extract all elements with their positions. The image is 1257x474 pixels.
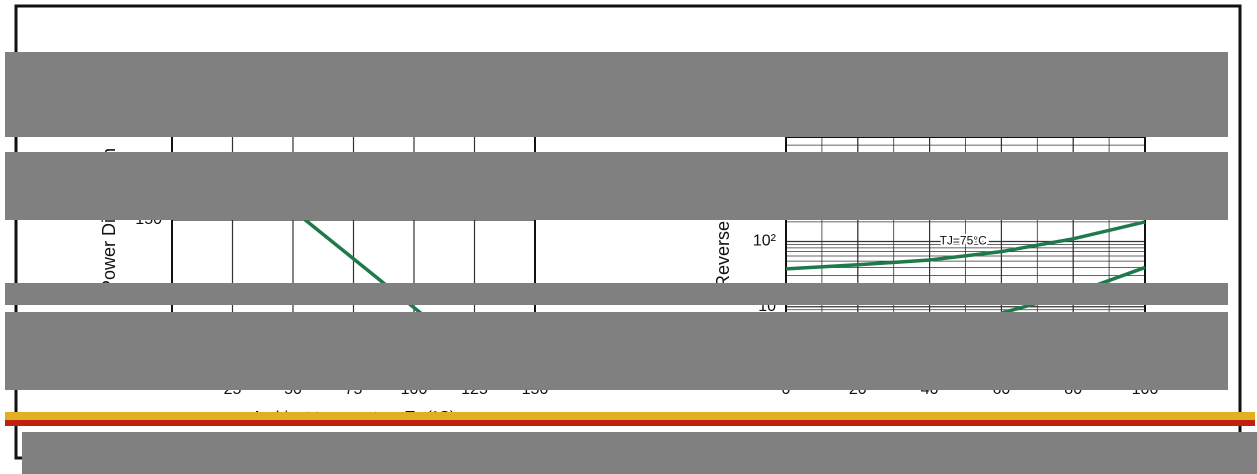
redaction — [5, 152, 1228, 220]
y-axis-label: Reverse — [713, 221, 733, 288]
series-line — [785, 220, 1146, 271]
redaction — [5, 52, 1228, 137]
redaction — [5, 283, 1228, 305]
noise-strip — [5, 412, 1255, 420]
redaction — [22, 432, 1257, 474]
redaction — [5, 312, 1228, 390]
annotation: TJ=75°C — [940, 234, 987, 248]
y-tick-label: 10² — [753, 233, 777, 250]
noise-strip — [5, 420, 1255, 426]
